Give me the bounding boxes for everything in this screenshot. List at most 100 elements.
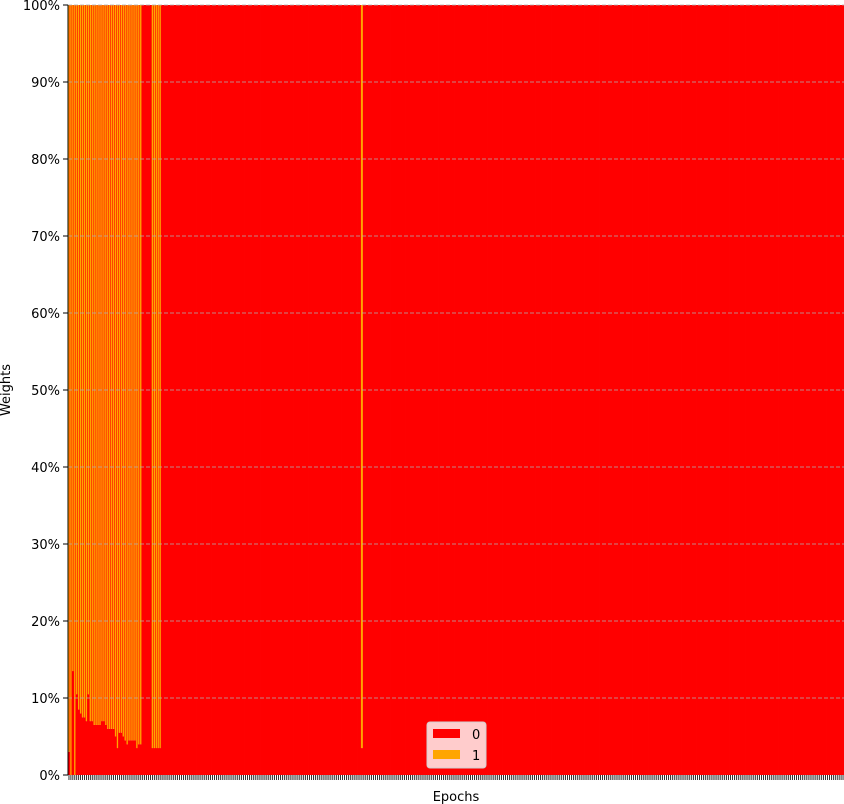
bar-series-0 [192,5,195,775]
bar-series-0 [77,709,81,775]
bar-series-0 [485,5,488,775]
bar-series-0 [743,5,746,775]
bar-series-0 [246,5,249,775]
bar-series-0 [124,740,127,775]
bar-series-0 [197,5,201,775]
bar-series-0 [139,744,143,775]
bar-series-0 [128,740,131,775]
bar-series-0 [81,717,84,775]
bar-series-0 [671,5,674,775]
bar-series-0 [132,740,135,775]
bar-series-0 [91,721,94,775]
bar-series-0 [161,5,164,775]
bar-series-0 [85,721,88,775]
bar-series-1 [75,5,79,695]
bar-series-1 [137,5,141,745]
bar-series-0 [401,5,405,775]
bar-series-0 [378,5,381,775]
bar-series-0 [432,5,436,775]
bar-series-1 [89,5,92,722]
bar-series-0 [353,5,356,775]
bar-series-0 [306,5,309,775]
bar-series-0 [71,671,75,775]
bar-series-0 [263,5,267,775]
bar-series-0 [153,748,156,775]
y-tick-label: 40% [31,461,60,476]
bar-series-0 [287,5,290,775]
bar-series-0 [114,736,117,775]
bar-series-0 [533,5,536,775]
y-tick-label: 80% [31,153,60,168]
bar-series-0 [151,748,154,775]
bar-series-0 [116,748,119,775]
bar-series-0 [785,5,789,775]
y-tick-label: 70% [31,230,60,245]
bar-series-1 [116,5,119,749]
bar-series-0 [99,724,102,775]
legend-label-1: 1 [472,749,480,764]
bar-series-0 [510,5,513,775]
bar-series-1 [85,5,88,722]
bar-series-1 [133,5,137,741]
y-tick-label: 10% [31,692,60,707]
y-tick-label: 20% [31,615,60,630]
bar-series-1 [99,5,102,725]
bar-series-0 [329,5,333,775]
bar-series-0 [413,5,416,775]
bar-series-0 [630,5,633,775]
bar-series-1 [118,5,121,733]
y-tick-label: 60% [31,307,60,322]
bar-series-0 [768,5,771,775]
bar-series-0 [473,5,476,775]
bar-series-0 [822,5,825,775]
bar-series-0 [112,728,115,775]
bar-series-0 [665,5,668,775]
bar-series-0 [504,5,507,775]
bar-series-1 [130,5,133,741]
bar-series-0 [708,5,711,775]
bar-series-1 [132,5,135,741]
bar-series-0 [834,5,837,775]
bar-series-0 [564,5,567,775]
bar-series-0 [498,5,502,775]
bar-series-0 [221,5,224,775]
bar-series-0 [293,5,296,775]
bar-series-0 [467,5,470,775]
bar-series-0 [648,5,651,775]
bar-series-0 [653,5,657,775]
bar-series-0 [159,748,162,775]
bar-series-0 [714,5,717,775]
bar-series-0 [828,5,831,775]
y-tick-label: 50% [31,384,60,399]
bar-series-0 [87,694,90,775]
bar-series-0 [617,5,620,775]
bar-series-1 [77,5,81,710]
bar-series-0 [407,5,410,775]
bar-series-0 [731,5,734,775]
bar-series-0 [341,5,344,775]
bar-series-0 [186,5,189,775]
bar-series-1 [106,5,110,729]
bar-series-0 [696,5,699,775]
bar-series-0 [312,5,315,775]
bar-series-0 [725,5,728,775]
bar-series-0 [100,721,104,775]
bar-series-0 [456,5,459,775]
bar-series-0 [599,5,602,775]
bar-series-0 [814,5,818,775]
bar-series-0 [360,748,364,775]
bar-series-0 [521,5,525,775]
bar-series-0 [479,5,482,775]
bar-series-0 [83,717,86,775]
bar-series-0 [215,5,218,775]
bar-series-0 [737,5,740,775]
bar-series-0 [791,5,794,775]
bar-series-1 [79,5,82,714]
bar-series-0 [450,5,453,775]
bar-series-0 [840,5,843,775]
y-tick-label: 0% [39,769,60,784]
bar-series-1 [120,5,123,733]
bar-series-0 [143,5,146,775]
bar-series-1 [100,5,104,722]
bar-series-0 [137,744,141,775]
